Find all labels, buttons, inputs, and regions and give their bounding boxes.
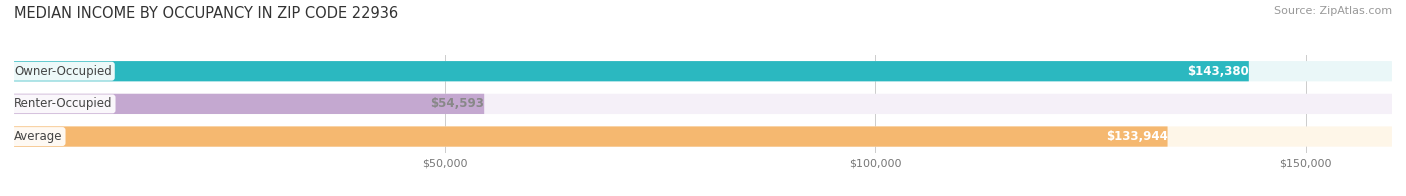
FancyBboxPatch shape — [14, 126, 1392, 147]
Text: Renter-Occupied: Renter-Occupied — [14, 97, 112, 110]
FancyBboxPatch shape — [14, 126, 1167, 147]
FancyBboxPatch shape — [14, 61, 1249, 81]
FancyBboxPatch shape — [14, 94, 484, 114]
Text: $54,593: $54,593 — [430, 97, 484, 110]
FancyBboxPatch shape — [14, 94, 1392, 114]
Text: MEDIAN INCOME BY OCCUPANCY IN ZIP CODE 22936: MEDIAN INCOME BY OCCUPANCY IN ZIP CODE 2… — [14, 6, 398, 21]
Text: Source: ZipAtlas.com: Source: ZipAtlas.com — [1274, 6, 1392, 16]
FancyBboxPatch shape — [14, 61, 1392, 81]
Text: Owner-Occupied: Owner-Occupied — [14, 65, 112, 78]
Text: $143,380: $143,380 — [1187, 65, 1249, 78]
Text: $133,944: $133,944 — [1105, 130, 1167, 143]
Text: Average: Average — [14, 130, 62, 143]
